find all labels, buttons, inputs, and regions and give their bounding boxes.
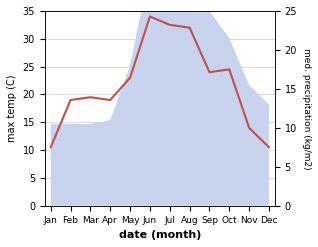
X-axis label: date (month): date (month) xyxy=(119,230,201,240)
Y-axis label: max temp (C): max temp (C) xyxy=(7,75,17,142)
Y-axis label: med. precipitation (kg/m2): med. precipitation (kg/m2) xyxy=(302,48,311,169)
